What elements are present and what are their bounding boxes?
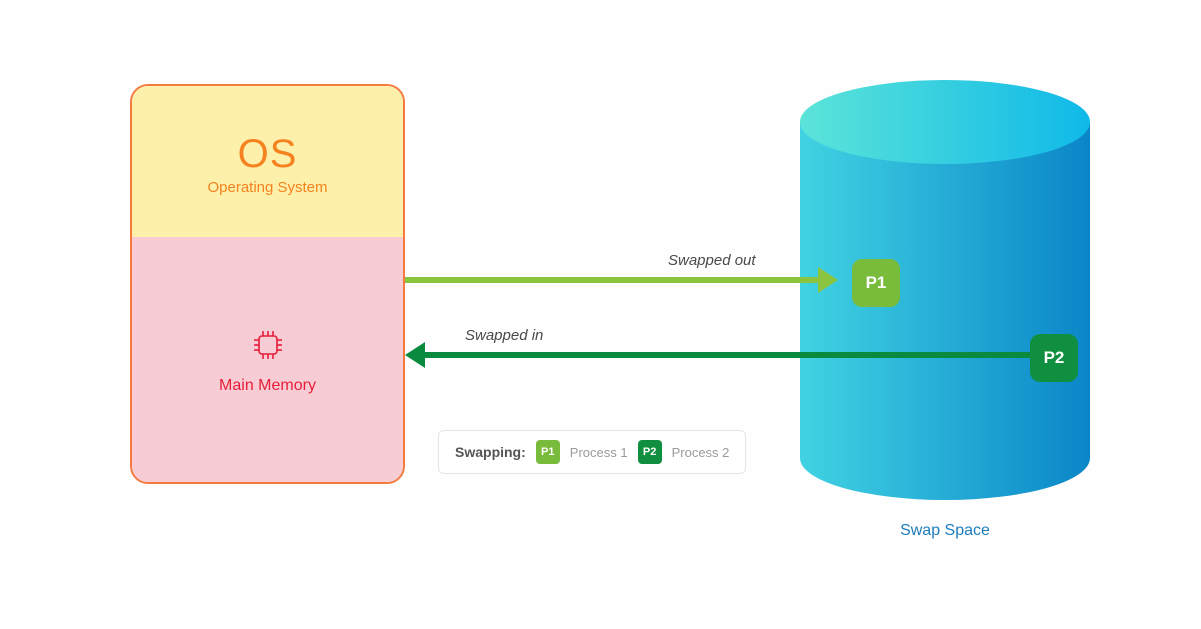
os-subtitle: Operating System [207,179,327,196]
legend-badge-p2: P2 [638,440,662,464]
main-memory-label: Main Memory [219,377,316,395]
cpu-chip-icon [248,325,288,365]
legend-text-p2: Process 2 [672,445,730,460]
swapped-in-arrow [425,352,1030,358]
cylinder-shape [800,80,1090,500]
swap-space-label: Swap Space [845,522,1045,540]
os-section: OS Operating System [132,86,403,241]
swap-space-cylinder [800,80,1090,500]
legend-badge-p1: P1 [536,440,560,464]
legend: Swapping: P1 Process 1 P2 Process 2 [438,430,746,474]
process-p2-badge: P2 [1030,334,1078,382]
os-title: OS [238,132,298,177]
swapped-out-arrow [405,277,818,283]
process-p1-badge: P1 [852,259,900,307]
swapped-in-label: Swapped in [465,327,543,344]
legend-title: Swapping: [455,444,526,460]
swapped-out-label: Swapped out [668,252,756,269]
main-memory-section: Main Memory [132,237,403,482]
legend-text-p1: Process 1 [570,445,628,460]
memory-box: OS Operating System Main Memory [130,84,405,484]
diagram-canvas: OS Operating System Main Memory [0,0,1201,629]
